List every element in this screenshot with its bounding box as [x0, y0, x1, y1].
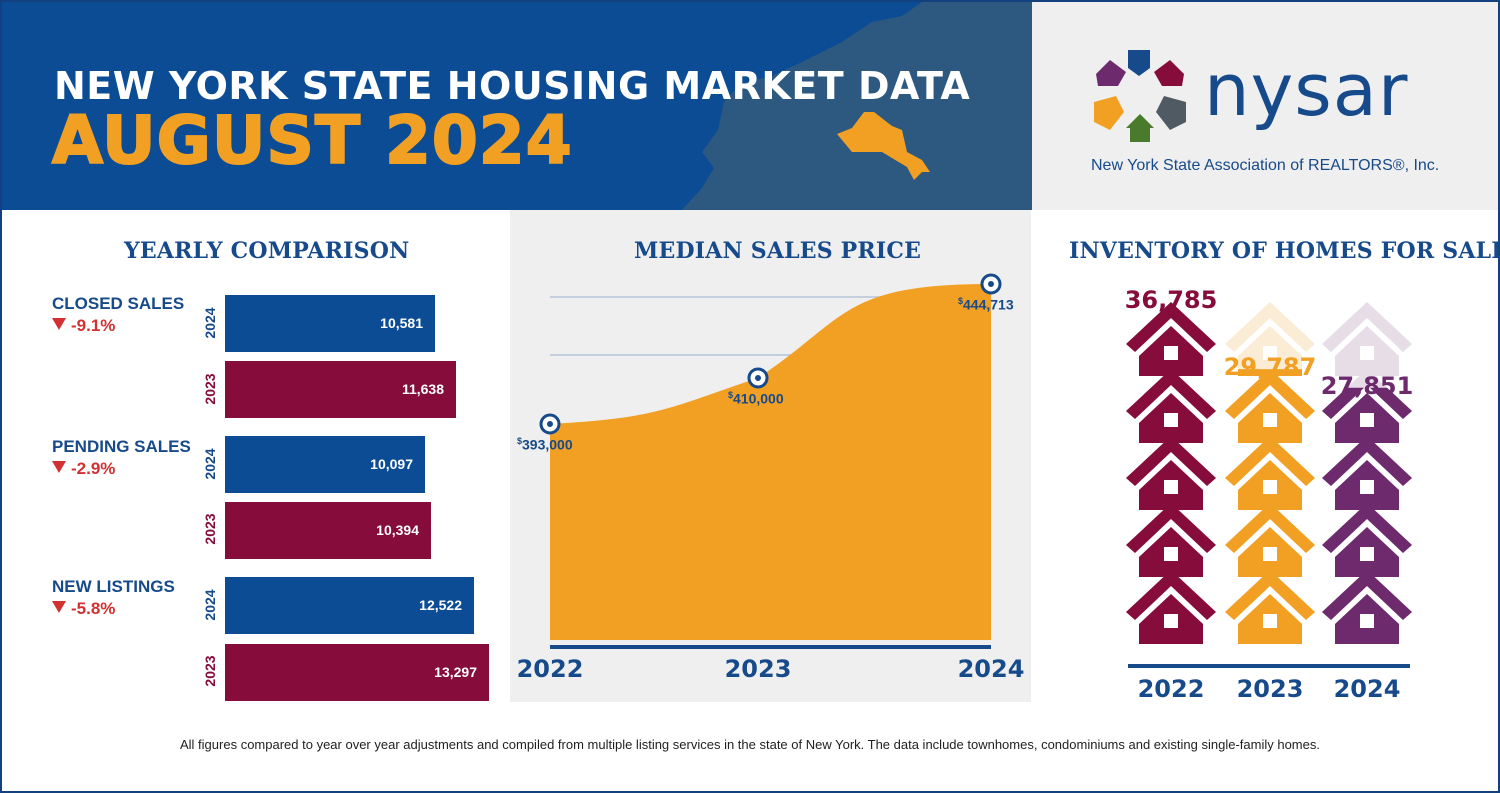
- page-subtitle-month: AUGUST 2024: [51, 101, 573, 180]
- inventory-bar: [1126, 302, 1216, 644]
- bar-year-label: 2024: [202, 307, 218, 339]
- footnote: All figures compared to year over year a…: [180, 737, 1320, 752]
- median-price-label: $444,713: [958, 296, 1014, 313]
- down-arrow-icon: [52, 318, 66, 330]
- median-price-chart: [539, 273, 1002, 649]
- new-listings-change: -5.8%: [52, 599, 115, 619]
- median-price-label: $410,000: [728, 389, 784, 407]
- inventory-title: INVENTORY OF HOMES FOR SALE: [1069, 238, 1500, 264]
- map-background: [682, 2, 1032, 210]
- comparison-bar: [225, 436, 425, 493]
- inventory-value-label: 29,787: [1223, 353, 1317, 382]
- inventory-year-label: 2022: [1137, 675, 1205, 703]
- median-price-year-label: 2024: [957, 655, 1025, 683]
- bar-year-label: 2024: [202, 448, 218, 480]
- bar-year-label: 2023: [202, 655, 218, 687]
- median-price-title: MEDIAN SALES PRICE: [634, 238, 922, 264]
- median-price-year-label: 2023: [724, 655, 792, 683]
- comparison-bar: [225, 644, 489, 701]
- inventory-bar: [1322, 387, 1412, 644]
- bar-value-label: 10,394: [376, 522, 419, 538]
- comparison-bar: [225, 577, 474, 634]
- median-price-year-label: 2022: [516, 655, 584, 683]
- bar-value-label: 13,297: [434, 664, 477, 680]
- down-arrow-icon: [52, 601, 66, 613]
- new-listings-change-value: -5.8%: [71, 599, 116, 618]
- inventory-chart: [1126, 302, 1412, 668]
- nysar-flower-logo-icon: [1094, 50, 1186, 142]
- inventory-bar: [1225, 369, 1315, 644]
- inventory-value-label: 36,785: [1124, 286, 1218, 314]
- pending-sales-label: PENDING SALES: [52, 437, 191, 456]
- median-price-label: $393,000: [517, 436, 573, 453]
- bar-value-label: 10,581: [380, 315, 423, 331]
- page-title: NEW YORK STATE HOUSING MARKET DATA: [54, 64, 971, 108]
- bar-year-label: 2023: [202, 373, 218, 405]
- pending-sales-change: -2.9%: [52, 459, 115, 479]
- yearly-comparison-title: YEARLY COMPARISON: [124, 238, 410, 264]
- comparison-bar: [225, 502, 431, 559]
- inventory-year-label: 2024: [1333, 675, 1401, 703]
- inventory-ghost-house: [1322, 302, 1412, 376]
- bar-year-label: 2024: [202, 589, 218, 621]
- logo-subtitle: New York State Association of REALTORS®,…: [1091, 157, 1440, 174]
- inventory-year-label: 2023: [1236, 675, 1304, 703]
- bar-value-label: 10,097: [370, 456, 413, 472]
- median-price-point-center: [547, 421, 553, 427]
- median-price-area: [550, 284, 991, 640]
- down-arrow-icon: [52, 461, 66, 473]
- comparison-bar: [225, 361, 456, 418]
- header-banner: NEW YORK STATE HOUSING MARKET DATA AUGUS…: [2, 2, 1032, 210]
- median-price-point-center: [755, 374, 761, 381]
- pending-sales-change-value: -2.9%: [71, 459, 116, 478]
- inventory-ghost-house: [1225, 302, 1315, 376]
- bar-value-label: 11,638: [401, 381, 444, 397]
- inventory-value-label: 27,851: [1320, 371, 1414, 400]
- closed-sales-change-value: -9.1%: [71, 316, 116, 335]
- new-york-state-icon: [837, 112, 930, 180]
- closed-sales-label: CLOSED SALES: [52, 294, 185, 313]
- median-price-point-center: [988, 281, 994, 287]
- logo-wordmark: nysar: [1204, 48, 1409, 132]
- bar-value-label: 12,522: [419, 597, 462, 613]
- bar-year-label: 2023: [202, 513, 218, 545]
- new-listings-label: NEW LISTINGS: [52, 577, 175, 596]
- comparison-bar: [225, 295, 435, 352]
- closed-sales-change: -9.1%: [52, 316, 115, 336]
